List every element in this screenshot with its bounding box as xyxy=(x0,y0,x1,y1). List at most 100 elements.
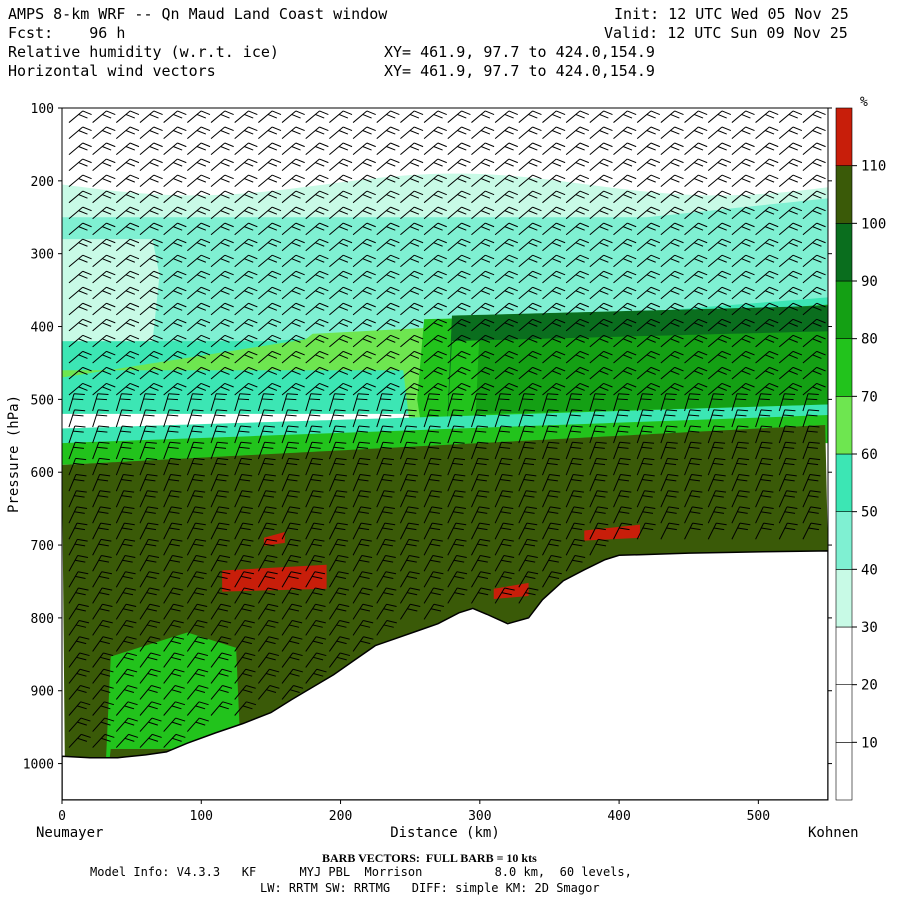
wind-barb xyxy=(187,350,211,364)
wind-barb xyxy=(755,441,773,460)
wind-barb xyxy=(518,522,538,540)
wind-barb xyxy=(68,538,88,556)
wind-barb xyxy=(163,555,183,572)
wind-barb xyxy=(542,222,566,236)
wind-barb xyxy=(565,409,583,428)
wind-barb xyxy=(163,174,187,188)
wind-barb xyxy=(329,174,353,188)
wind-barb xyxy=(163,717,186,732)
wind-barb xyxy=(565,174,589,188)
wind-barb xyxy=(494,110,518,123)
wind-barb xyxy=(376,142,400,156)
wind-barb xyxy=(471,366,495,380)
wind-barb xyxy=(471,538,491,556)
wind-barb xyxy=(707,409,725,428)
wind-barb xyxy=(258,350,282,364)
wind-barb xyxy=(305,474,324,492)
wind-barb xyxy=(471,190,495,204)
wind-barb xyxy=(565,206,589,220)
wind-barb xyxy=(447,571,468,588)
wind-barb xyxy=(471,382,495,396)
wind-barb xyxy=(281,603,302,620)
wind-barb xyxy=(281,238,305,252)
wind-barb xyxy=(257,603,279,620)
wind-barb xyxy=(376,270,400,284)
wind-barb xyxy=(518,538,538,556)
wind-barb xyxy=(589,409,607,428)
colorbar-label: 40 xyxy=(861,562,878,578)
wind-barb xyxy=(115,238,140,252)
wind-barb xyxy=(613,506,632,524)
wind-barb xyxy=(68,685,91,700)
wind-barb xyxy=(778,174,803,188)
wind-barb xyxy=(684,174,708,188)
wind-barb xyxy=(518,334,542,348)
wind-barb xyxy=(471,222,495,236)
wind-barb xyxy=(518,350,542,364)
wind-barb xyxy=(589,190,613,204)
wind-barb xyxy=(400,587,421,604)
wind-barb xyxy=(92,409,109,428)
wind-barb xyxy=(707,254,732,268)
wind-barb xyxy=(731,318,755,332)
wind-barb xyxy=(518,474,537,492)
rh-field xyxy=(62,110,828,800)
wind-barb xyxy=(376,350,400,364)
wind-barb xyxy=(755,238,779,252)
wind-barb xyxy=(802,110,826,123)
wind-barb xyxy=(281,393,298,412)
wind-barb xyxy=(802,222,826,236)
wind-barb xyxy=(210,701,233,716)
wind-barb xyxy=(92,222,116,236)
wind-barb xyxy=(281,571,302,588)
wind-barb xyxy=(258,366,282,380)
wind-barb xyxy=(92,158,116,172)
wind-barb xyxy=(589,382,613,396)
wind-barb xyxy=(447,587,468,604)
wind-barb xyxy=(778,506,798,524)
wind-barb xyxy=(518,587,539,604)
wind-barb xyxy=(802,441,820,460)
wind-barb xyxy=(518,382,542,396)
wind-barb xyxy=(305,425,323,444)
wind-barb xyxy=(281,366,305,380)
wind-barb xyxy=(187,270,211,284)
wind-barb xyxy=(802,302,826,316)
wind-barb xyxy=(210,158,234,172)
wind-barb xyxy=(613,393,630,412)
wind-barb xyxy=(447,222,471,236)
wind-barb xyxy=(518,393,535,412)
wind-barb xyxy=(163,668,185,684)
wind-barb xyxy=(731,474,750,492)
wind-barb xyxy=(281,538,301,556)
wind-barb xyxy=(163,158,187,172)
wind-barb xyxy=(447,318,471,332)
wind-barb xyxy=(257,393,275,412)
wind-barb xyxy=(352,457,371,476)
wind-barb xyxy=(778,382,803,396)
wind-barb xyxy=(684,270,708,284)
wind-barb xyxy=(565,506,585,524)
wind-barb xyxy=(731,409,749,428)
wind-barb xyxy=(115,587,136,604)
wind-barb xyxy=(257,636,279,652)
wind-barb xyxy=(234,302,258,316)
wind-barb xyxy=(210,190,234,204)
wind-barb xyxy=(731,366,755,380)
wind-barb xyxy=(186,668,209,684)
wind-barb xyxy=(328,409,346,428)
x-tick-label: 500 xyxy=(747,809,770,824)
wind-barb xyxy=(328,603,350,620)
rh-over-110-patch xyxy=(493,582,529,599)
wind-barb xyxy=(542,571,562,588)
wind-barb xyxy=(518,110,542,123)
wind-barb xyxy=(636,506,656,524)
model-options: LW: RRTM SW: RRTMG DIFF: simple KM: 2D S… xyxy=(260,881,600,895)
wind-barb xyxy=(589,318,613,332)
wind-barb xyxy=(257,490,277,508)
wind-barb xyxy=(210,222,234,236)
wind-barb xyxy=(731,441,749,460)
wind-barb xyxy=(802,382,826,396)
wind-barb xyxy=(542,270,566,284)
wind-barb xyxy=(399,457,418,476)
